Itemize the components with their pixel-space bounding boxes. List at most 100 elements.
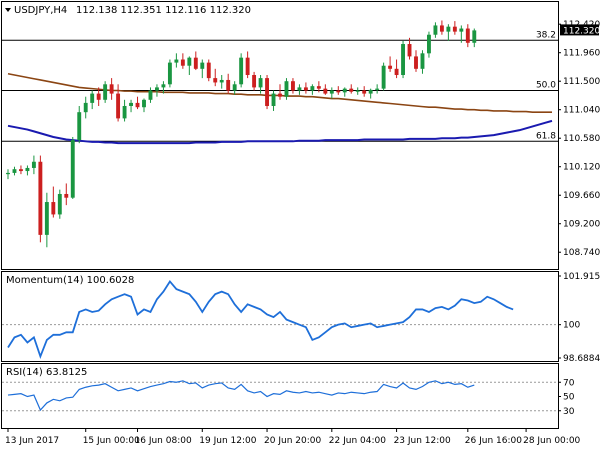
candle: [465, 24, 470, 48]
candle: [109, 78, 114, 100]
candle-body: [232, 84, 237, 91]
candle: [239, 53, 244, 88]
rsi-title: RSI(14) 63.8125: [6, 367, 87, 378]
candle: [394, 59, 399, 79]
candle-body: [83, 102, 88, 113]
candle-body: [446, 26, 451, 32]
candle: [303, 82, 308, 94]
candle-body: [401, 44, 405, 76]
candle: [206, 59, 211, 82]
candle: [355, 87, 360, 95]
momentum-title: Momentum(14) 100.6028: [6, 275, 134, 286]
candle: [258, 75, 263, 94]
rsi-tick-label: 30: [563, 407, 575, 417]
candle: [284, 78, 289, 100]
candle-body: [303, 87, 308, 91]
candle: [200, 59, 205, 79]
candle: [265, 75, 269, 110]
candle-body: [336, 90, 341, 93]
momentum-pane-frame: [1, 271, 559, 362]
candle-body: [57, 193, 62, 215]
candle-body: [278, 93, 282, 97]
candle: [433, 22, 438, 38]
candle-body: [51, 202, 56, 215]
candle: [401, 40, 405, 79]
candle-body: [12, 169, 17, 173]
candle-body: [44, 202, 49, 235]
candle: [407, 37, 412, 60]
momentum-line: [7, 279, 514, 360]
candle-body: [375, 88, 380, 90]
candle: [336, 86, 341, 95]
candle: [161, 81, 166, 94]
candle: [155, 84, 159, 97]
candle: [31, 155, 36, 175]
fib-label: 38.2: [536, 30, 556, 40]
candle: [349, 84, 354, 94]
candle: [19, 165, 23, 175]
candle-body: [310, 86, 315, 91]
fib-label: 50.0: [536, 80, 556, 90]
price-tick-label: 110.580: [563, 134, 600, 144]
time-tick-label: 15 Jun 00:00: [83, 436, 140, 446]
price-tick-label: 111.040: [563, 106, 600, 116]
candle-body: [465, 28, 470, 43]
candle: [174, 53, 179, 68]
candle: [77, 105, 82, 144]
candle-body: [200, 62, 205, 69]
candle-body: [265, 78, 269, 106]
candle-body: [368, 89, 373, 94]
candle: [51, 186, 56, 218]
dropdown-triangle-icon[interactable]: [5, 8, 11, 12]
symbol-timeframe: USDJPY,H4: [14, 5, 67, 16]
candle: [64, 183, 69, 206]
candle: [90, 90, 95, 110]
candle: [452, 21, 457, 35]
candle: [57, 189, 62, 219]
candle-body: [258, 78, 263, 88]
price-tick-label: 108.740: [563, 248, 600, 258]
candle: [310, 84, 315, 95]
rsi-line: [7, 380, 475, 412]
candle-body: [193, 57, 198, 69]
candle: [420, 50, 425, 74]
candle-body: [388, 65, 393, 69]
candle: [96, 87, 101, 106]
candle-body: [129, 102, 133, 106]
candle-body: [25, 167, 30, 172]
price-tick-label: 109.200: [563, 220, 600, 230]
candle: [472, 28, 477, 48]
candle: [6, 169, 10, 180]
candle-body: [316, 86, 321, 89]
candle: [297, 84, 302, 95]
candle-body: [122, 105, 127, 119]
candle: [414, 50, 418, 72]
candle-body: [362, 90, 367, 94]
candle-body: [381, 65, 386, 89]
candle-body: [96, 93, 101, 100]
candle: [193, 51, 198, 71]
candle: [368, 88, 373, 99]
candle: [291, 78, 295, 94]
candle-body: [284, 81, 289, 97]
candle: [148, 87, 153, 103]
candle: [187, 56, 192, 76]
candle-body: [355, 90, 360, 92]
price-tick-label: 111.500: [563, 77, 600, 87]
candle-body: [291, 81, 295, 91]
candle-body: [342, 88, 347, 93]
candle: [362, 86, 367, 97]
candle-body: [6, 172, 10, 175]
price-axis: 112.420111.960111.500111.040110.580110.1…: [558, 20, 600, 258]
candle: [252, 71, 257, 91]
momentum-tick-label: 101.9156: [563, 272, 600, 282]
candle-body: [148, 90, 153, 100]
current-price-label: 112.320: [563, 26, 600, 36]
candle: [142, 98, 146, 113]
time-tick-label: 13 Jun 2017: [5, 436, 59, 446]
candle: [70, 136, 75, 199]
candle: [103, 81, 108, 103]
time-tick-label: 26 Jun 16:00: [465, 436, 522, 446]
